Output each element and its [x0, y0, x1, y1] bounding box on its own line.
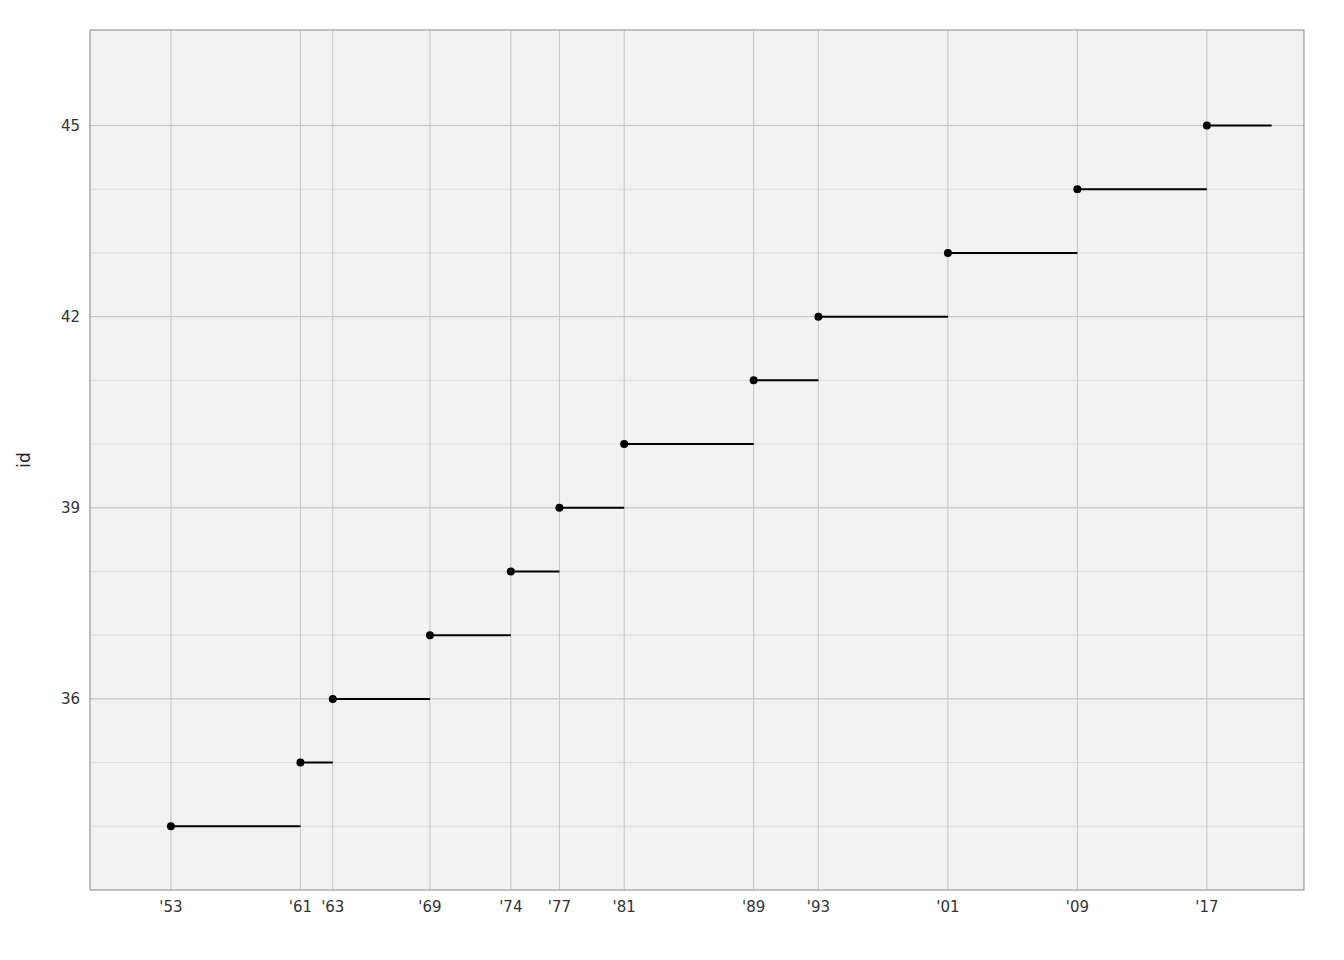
grid-line-minor — [90, 698, 1304, 699]
grid-line-minor — [90, 571, 1304, 572]
segment — [333, 698, 430, 700]
segment — [1207, 125, 1272, 127]
x-tick-label: '09 — [1066, 898, 1089, 916]
x-tick-label: '63 — [321, 898, 344, 916]
grid-line — [510, 30, 511, 890]
plot-frame — [90, 30, 1304, 890]
y-tick-label: 36 — [61, 690, 80, 708]
segment — [754, 379, 819, 381]
grid-line-minor — [90, 316, 1304, 317]
point — [814, 313, 822, 321]
x-tick-label: '17 — [1195, 898, 1218, 916]
point — [944, 249, 952, 257]
grid-line — [624, 30, 625, 890]
x-tick-label: '89 — [742, 898, 765, 916]
grid-line-minor — [90, 635, 1304, 636]
y-tick-label: 39 — [61, 499, 80, 517]
grid-line — [818, 30, 819, 890]
segment — [624, 443, 753, 445]
grid-line — [559, 30, 560, 890]
grid-line — [1077, 30, 1078, 890]
point — [329, 695, 337, 703]
point — [1073, 185, 1081, 193]
plot-area — [90, 30, 1304, 890]
grid-line-minor — [90, 762, 1304, 763]
segment — [300, 762, 332, 764]
x-tick-label: '77 — [548, 898, 571, 916]
x-tick-label: '53 — [159, 898, 182, 916]
segment — [948, 252, 1077, 254]
y-tick-label: 42 — [61, 308, 80, 326]
grid-line-minor — [90, 507, 1304, 508]
grid-line — [429, 30, 430, 890]
point — [426, 631, 434, 639]
grid — [90, 30, 1304, 890]
grid-line-minor — [90, 125, 1304, 126]
x-tick-label: '81 — [613, 898, 636, 916]
segment — [818, 316, 947, 318]
grid-line-minor — [90, 189, 1304, 190]
grid-line — [1206, 30, 1207, 890]
segment — [171, 825, 300, 827]
segment — [559, 507, 624, 509]
grid-line — [753, 30, 754, 890]
grid-line-minor — [90, 252, 1304, 253]
grid-line-minor — [90, 444, 1304, 445]
point — [296, 759, 304, 767]
point — [167, 822, 175, 830]
grid-line-minor — [90, 380, 1304, 381]
point — [620, 440, 628, 448]
x-tick-label: '01 — [936, 898, 959, 916]
grid-line — [90, 125, 1304, 126]
segment — [1077, 188, 1206, 190]
grid-line — [947, 30, 948, 890]
grid-line — [332, 30, 333, 890]
segment — [511, 570, 560, 572]
segment — [430, 634, 511, 636]
grid-line-minor — [90, 826, 1304, 827]
point — [1203, 122, 1211, 130]
x-tick-label: '61 — [289, 898, 312, 916]
marks — [167, 122, 1272, 831]
grid-line — [90, 316, 1304, 317]
y-tick-label: 45 — [61, 117, 80, 135]
y-axis-label: id — [14, 452, 34, 468]
chart: '53 '61 '63 '69 '74 '77 '81 '89 '93 '01 '09 '17 36 39… — [0, 0, 1344, 960]
x-tick-label: '69 — [418, 898, 441, 916]
point — [507, 567, 515, 575]
grid-line — [90, 507, 1304, 508]
grid-line — [90, 698, 1304, 699]
point — [555, 504, 563, 512]
x-tick-label: '74 — [499, 898, 522, 916]
point — [750, 376, 758, 384]
x-tick-label: '93 — [807, 898, 830, 916]
grid-line — [170, 30, 171, 890]
